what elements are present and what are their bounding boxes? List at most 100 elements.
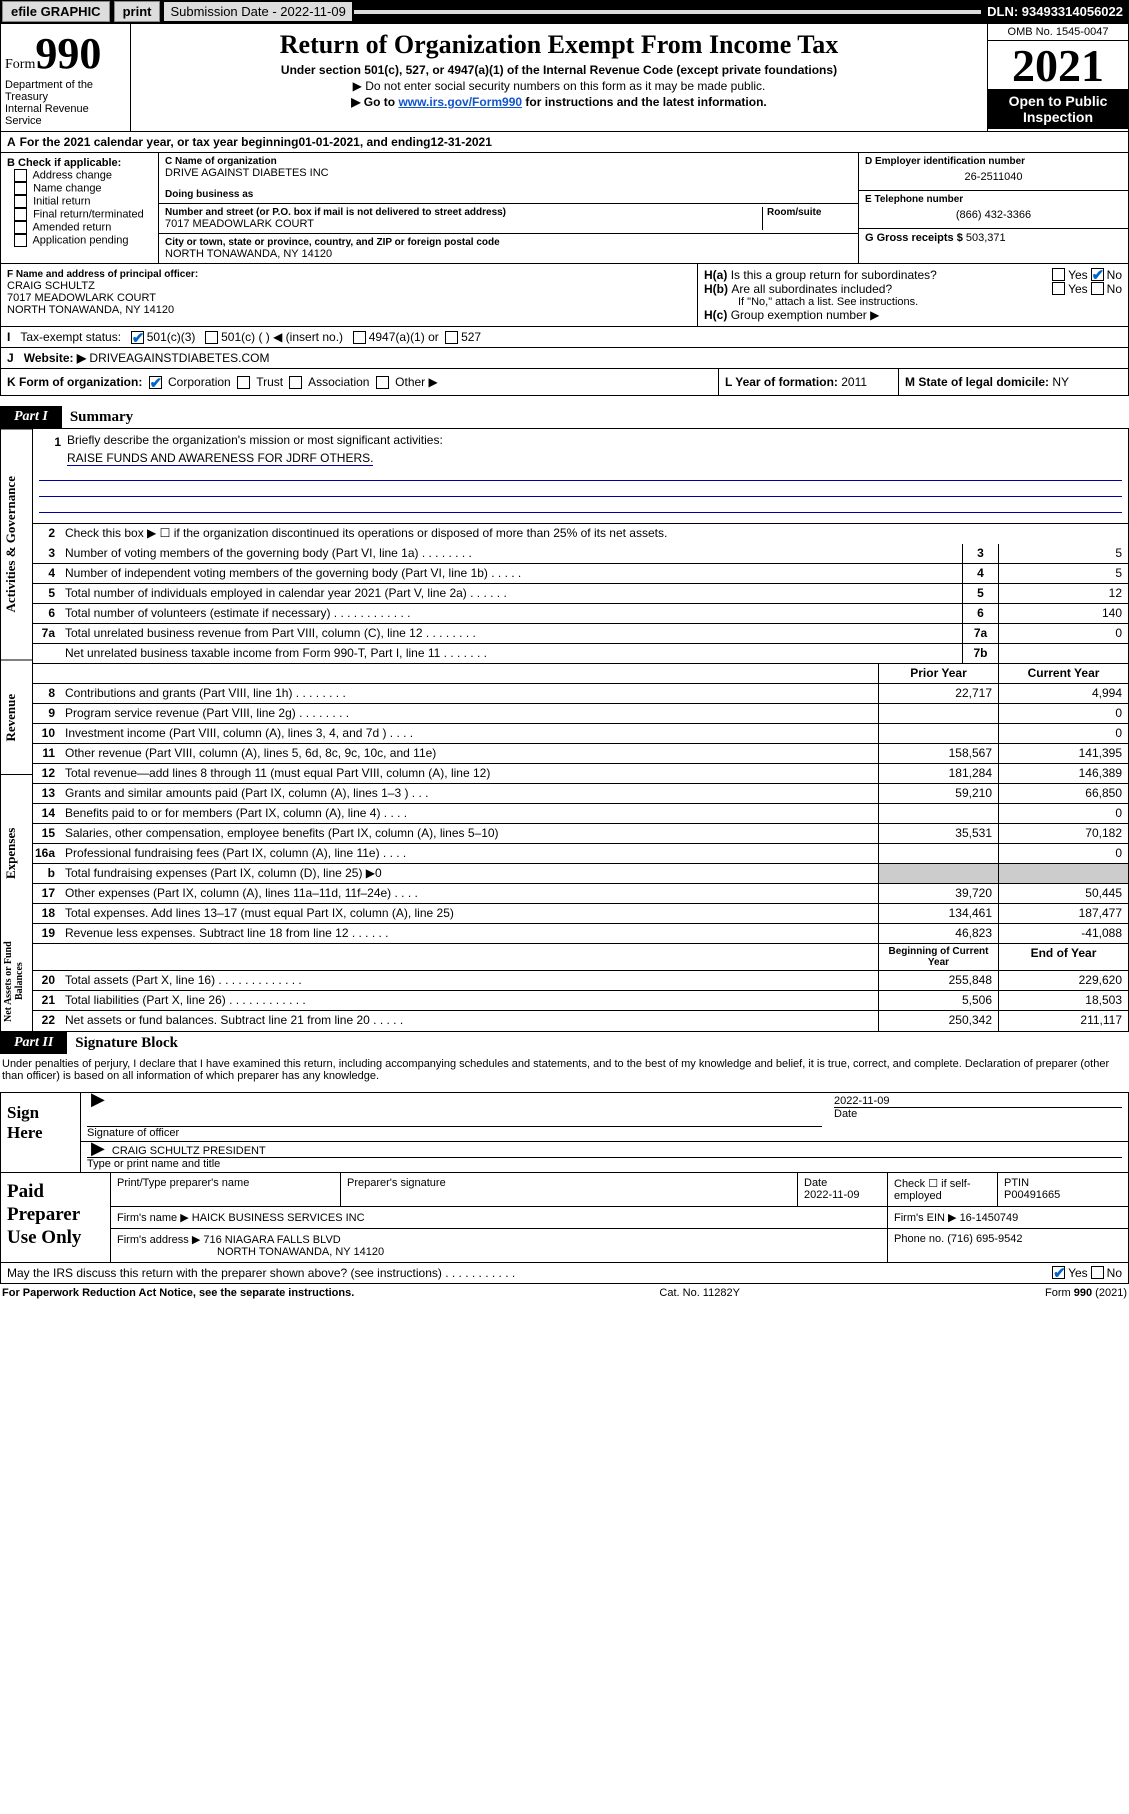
opt-final: Final return/terminated bbox=[33, 208, 144, 220]
cb-pending[interactable]: Application pending bbox=[11, 234, 152, 247]
cb-name-change[interactable]: Name change bbox=[11, 182, 152, 195]
cb-4947[interactable] bbox=[353, 331, 366, 344]
form-title: Return of Organization Exempt From Incom… bbox=[139, 30, 979, 60]
print-button[interactable]: print bbox=[114, 1, 161, 22]
exp-line: 18Total expenses. Add lines 13–17 (must … bbox=[33, 904, 1128, 924]
period-begin: 01-01-2021 bbox=[298, 135, 359, 149]
status-4947: 4947(a)(1) or bbox=[369, 330, 439, 344]
sign-here-block: Sign Here ▶ Signature of officer 2022-11… bbox=[0, 1092, 1129, 1173]
section-bcd: B Check if applicable: Address change Na… bbox=[0, 153, 1129, 264]
col-prior: Prior Year bbox=[878, 664, 998, 683]
arrow-icon: ▶ bbox=[87, 1089, 109, 1109]
rev-hdr-b bbox=[33, 664, 61, 683]
cb-amended[interactable]: Amended return bbox=[11, 221, 152, 234]
phone-value: (716) 695-9542 bbox=[947, 1233, 1022, 1245]
col-end: End of Year bbox=[998, 944, 1128, 970]
ha-no[interactable] bbox=[1091, 268, 1104, 281]
tax-status-row: I Tax-exempt status: 501(c)(3) 501(c) ( … bbox=[0, 327, 1129, 348]
cb-trust[interactable] bbox=[237, 376, 250, 389]
arrow-icon-2: ▶ bbox=[87, 1138, 109, 1158]
cb-address-change[interactable]: Address change bbox=[11, 169, 152, 182]
cb-initial[interactable]: Initial return bbox=[11, 195, 152, 208]
cb-501c3[interactable] bbox=[131, 331, 144, 344]
gov-line: Net unrelated business taxable income fr… bbox=[33, 644, 1128, 664]
status-527: 527 bbox=[461, 330, 481, 344]
date-label: Date bbox=[834, 1107, 1122, 1120]
opt-amended: Amended return bbox=[32, 221, 111, 233]
discuss-no[interactable] bbox=[1091, 1266, 1104, 1279]
gross-value: 503,371 bbox=[966, 232, 1006, 244]
cb-final[interactable]: Final return/terminated bbox=[11, 208, 152, 221]
irs-link[interactable]: www.irs.gov/Form990 bbox=[398, 95, 522, 109]
rule3 bbox=[39, 499, 1122, 513]
prep-row-3: Firm's address ▶ 716 NIAGARA FALLS BLVD … bbox=[111, 1229, 1128, 1262]
rev-hdr-spacer bbox=[61, 664, 878, 683]
check-self: Check ☐ if self-employed bbox=[888, 1173, 998, 1206]
page-footer: For Paperwork Reduction Act Notice, see … bbox=[0, 1284, 1129, 1302]
q2-text: Check this box ▶ ☐ if the organization d… bbox=[61, 524, 1128, 544]
officer-addr1: 7017 MEADOWLARK COURT bbox=[7, 292, 156, 304]
header-middle: Return of Organization Exempt From Incom… bbox=[131, 24, 988, 131]
discuss-row: May the IRS discuss this return with the… bbox=[0, 1263, 1129, 1284]
expense-lines: 13Grants and similar amounts paid (Part … bbox=[33, 784, 1128, 944]
cb-501c[interactable] bbox=[205, 331, 218, 344]
tel-label: E Telephone number bbox=[865, 194, 1122, 205]
cb-527[interactable] bbox=[445, 331, 458, 344]
tel-value: (866) 432-3366 bbox=[865, 205, 1122, 225]
col-current: Current Year bbox=[998, 664, 1128, 683]
cb-other[interactable] bbox=[376, 376, 389, 389]
status-501c: 501(c) ( ) ◀ (insert no.) bbox=[221, 330, 343, 344]
officer-addr2: NORTH TONAWANDA, NY 14120 bbox=[7, 304, 174, 316]
h-a: Is this a group return for subordinates? bbox=[731, 268, 1049, 282]
cb-assoc[interactable] bbox=[289, 376, 302, 389]
discuss-yes[interactable] bbox=[1052, 1266, 1065, 1279]
section-h: H(a) Is this a group return for subordin… bbox=[698, 264, 1128, 326]
top-bar: efile GRAPHIC print Submission Date - 20… bbox=[0, 0, 1129, 23]
irs-label: Internal Revenue Service bbox=[5, 103, 126, 127]
exp-line: 16aProfessional fundraising fees (Part I… bbox=[33, 844, 1128, 864]
firm-name-label: Firm's name ▶ bbox=[117, 1212, 189, 1224]
q1-text: Briefly describe the organization's miss… bbox=[67, 433, 443, 451]
dba-label: Doing business as bbox=[165, 189, 852, 200]
cb-corp[interactable] bbox=[149, 376, 162, 389]
org-name: DRIVE AGAINST DIABETES INC bbox=[165, 167, 852, 179]
opt-name: Name change bbox=[33, 182, 102, 194]
net-line: 20Total assets (Part X, line 16) . . . .… bbox=[33, 971, 1128, 991]
org-address: 7017 MEADOWLARK COURT bbox=[165, 218, 762, 230]
officer-typed: CRAIG SCHULTZ PRESIDENT bbox=[112, 1145, 266, 1157]
m-value: NY bbox=[1052, 375, 1069, 389]
hb-yes[interactable] bbox=[1052, 282, 1065, 295]
status-label: Tax-exempt status: bbox=[20, 330, 121, 344]
exp-line: 19Revenue less expenses. Subtract line 1… bbox=[33, 924, 1128, 944]
net-line: 21Total liabilities (Part X, line 26) . … bbox=[33, 991, 1128, 1011]
prep-row-1: Print/Type preparer's name Preparer's si… bbox=[111, 1173, 1128, 1207]
part1-title: Summary bbox=[62, 409, 133, 426]
h-b-note: If "No," attach a list. See instructions… bbox=[704, 296, 1122, 308]
part2-tag: Part II bbox=[0, 1032, 67, 1054]
dln: DLN: 93493314056022 bbox=[981, 2, 1129, 21]
opt-address: Address change bbox=[32, 169, 112, 181]
exp-line: 13Grants and similar amounts paid (Part … bbox=[33, 784, 1128, 804]
sig-date: 2022-11-09 bbox=[834, 1095, 1122, 1107]
form-header: Form990 Department of the Treasury Inter… bbox=[0, 23, 1129, 132]
gov-line: 4Number of independent voting members of… bbox=[33, 564, 1128, 584]
org-name-cell: C Name of organization DRIVE AGAINST DIA… bbox=[159, 153, 858, 204]
net-lines: 20Total assets (Part X, line 16) . . . .… bbox=[33, 971, 1128, 1031]
footer-mid: Cat. No. 11282Y bbox=[659, 1287, 740, 1299]
vlabel-revenue: Revenue bbox=[1, 660, 32, 775]
k-trust: Trust bbox=[256, 375, 283, 389]
prep-date-label: Date bbox=[804, 1177, 827, 1189]
period-text-a: For the 2021 calendar year, or tax year … bbox=[20, 135, 299, 149]
rule1 bbox=[39, 467, 1122, 481]
vlabel-netassets: Net Assets or Fund Balances bbox=[1, 932, 32, 1031]
firm-addr-label: Firm's address ▶ bbox=[117, 1234, 200, 1246]
ha-yes[interactable] bbox=[1052, 268, 1065, 281]
col-begin: Beginning of Current Year bbox=[878, 944, 998, 970]
sign-here-label: Sign Here bbox=[1, 1093, 81, 1172]
officer-label: Type or print name and title bbox=[87, 1157, 1122, 1170]
addr-label: Number and street (or P.O. box if mail i… bbox=[165, 207, 762, 218]
hb-no[interactable] bbox=[1091, 282, 1104, 295]
governance-lines: 3Number of voting members of the governi… bbox=[33, 544, 1128, 664]
sig-row-2: ▶ CRAIG SCHULTZ PRESIDENT Type or print … bbox=[81, 1142, 1128, 1172]
room-label: Room/suite bbox=[767, 207, 852, 218]
